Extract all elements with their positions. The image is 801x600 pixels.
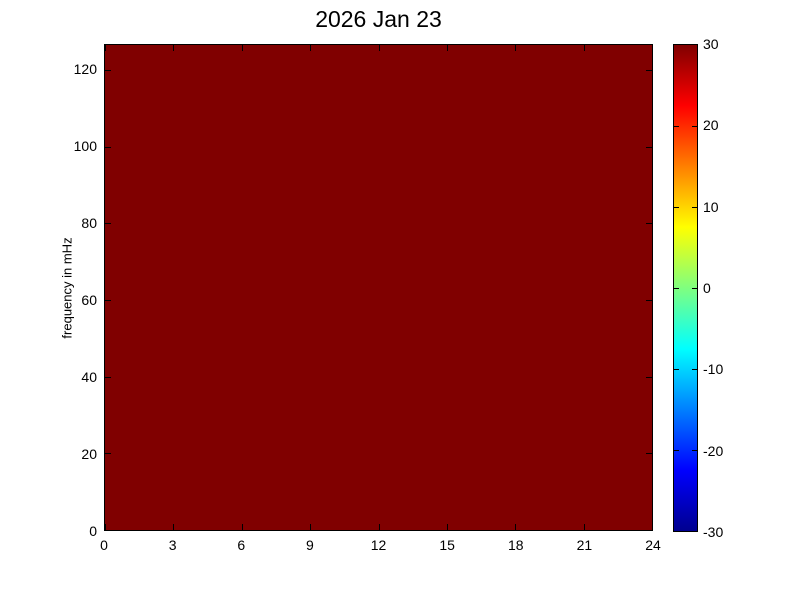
x-axis-tick-mark — [379, 524, 380, 530]
colorbar-tick-label: 30 — [703, 36, 719, 52]
y-tick-label: 60 — [81, 292, 97, 308]
y-axis-tick-mark — [105, 530, 111, 531]
plot-area — [104, 44, 653, 531]
x-tick-label: 18 — [507, 537, 524, 553]
x-axis-tick-mark — [242, 45, 243, 51]
colorbar-tick-mark — [674, 369, 679, 370]
x-axis-tick-mark — [379, 45, 380, 51]
x-axis-tick-mark — [310, 45, 311, 51]
x-axis-tick-mark — [584, 524, 585, 530]
x-axis-tick-mark — [652, 524, 653, 530]
y-axis-label: frequency in mHz — [59, 237, 75, 339]
x-axis-tick-mark — [515, 524, 516, 530]
y-tick-label: 80 — [81, 215, 97, 232]
y-axis-tick-mark — [105, 147, 111, 148]
colorbar-tick-mark — [692, 207, 697, 208]
x-axis-tick-mark — [105, 524, 106, 530]
y-tick-label: 120 — [73, 61, 97, 78]
y-axis-tick-mark — [105, 223, 111, 224]
colorbar-tick-label: 10 — [703, 198, 719, 215]
y-axis-tick-mark — [105, 377, 111, 378]
x-axis-tick-mark — [515, 45, 516, 51]
x-axis-tick-mark — [173, 45, 174, 51]
x-axis-tick-mark — [105, 45, 106, 51]
x-tick-label: 6 — [237, 537, 246, 553]
x-tick-label: 12 — [370, 537, 387, 553]
x-tick-label: 3 — [168, 537, 177, 553]
y-tick-label: 0 — [89, 523, 97, 539]
chart-title: 2026 Jan 23 — [315, 6, 442, 32]
x-tick-label: 9 — [305, 537, 314, 553]
colorbar-tick-mark — [692, 126, 697, 127]
colorbar-tick-label: -30 — [703, 524, 724, 540]
y-tick-label: 100 — [73, 138, 97, 155]
x-axis-tick-mark — [242, 524, 243, 530]
x-tick-label: 24 — [645, 537, 661, 553]
y-axis-tick-mark — [646, 70, 652, 71]
y-axis-tick-mark — [646, 377, 652, 378]
y-tick-label: 20 — [81, 446, 97, 462]
x-axis-tick-mark — [173, 524, 174, 530]
y-axis-tick-mark — [105, 453, 111, 454]
colorbar-tick-label: -20 — [703, 442, 724, 459]
x-axis-tick-mark — [310, 524, 311, 530]
y-axis-tick-mark — [646, 300, 652, 301]
y-axis-tick-mark — [646, 530, 652, 531]
x-axis-tick-mark — [652, 45, 653, 51]
colorbar-tick-mark — [692, 369, 697, 370]
x-axis-tick-mark — [447, 45, 448, 51]
x-tick-label: 21 — [576, 537, 593, 553]
y-axis-tick-mark — [105, 70, 111, 71]
x-axis-tick-mark — [584, 45, 585, 51]
colorbar-tick-mark — [674, 126, 679, 127]
y-axis-tick-mark — [105, 300, 111, 301]
x-tick-label: 0 — [100, 537, 108, 553]
y-axis-tick-mark — [646, 453, 652, 454]
colorbar-tick-mark — [692, 288, 697, 289]
colorbar-tick-mark — [674, 288, 679, 289]
y-axis-tick-mark — [646, 147, 652, 148]
colorbar-tick-label: 0 — [703, 280, 711, 296]
colorbar-tick-mark — [674, 450, 679, 451]
y-axis-tick-mark — [646, 223, 652, 224]
colorbar-tick-label: -10 — [703, 361, 724, 378]
y-tick-label: 40 — [81, 369, 97, 385]
colorbar-tick-mark — [692, 450, 697, 451]
colorbar-tick-label: 20 — [703, 117, 719, 134]
x-tick-label: 15 — [439, 537, 455, 553]
colorbar — [673, 44, 698, 532]
colorbar-tick-mark — [674, 207, 679, 208]
x-axis-tick-mark — [447, 524, 448, 530]
